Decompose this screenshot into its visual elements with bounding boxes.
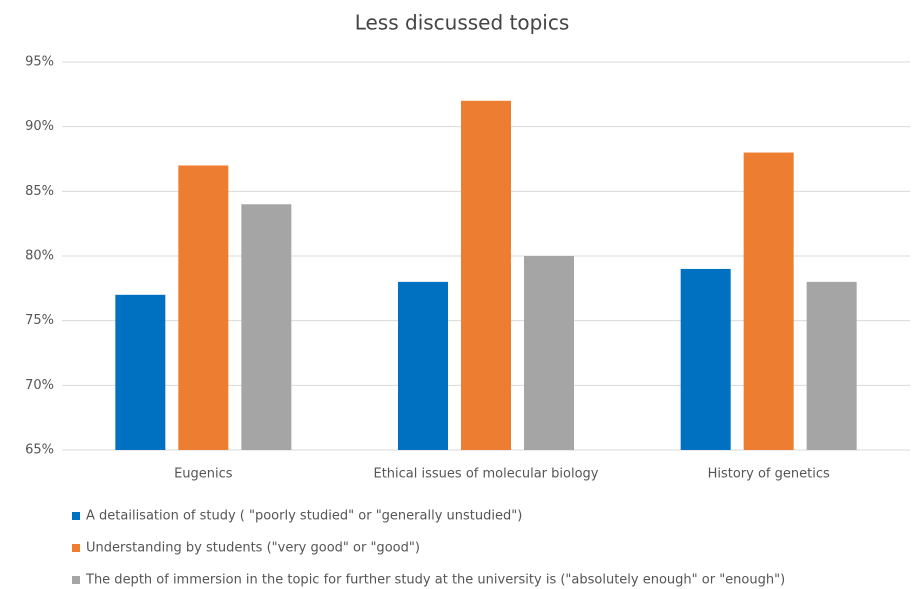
y-tick-label: 70% bbox=[25, 378, 54, 393]
y-tick-label: 65% bbox=[25, 443, 54, 458]
legend-label: A detailisation of study ( "poorly studi… bbox=[86, 509, 522, 524]
bar bbox=[178, 165, 229, 450]
x-tick-label: History of genetics bbox=[708, 467, 830, 482]
legend-label: Understanding by students ("very good" o… bbox=[86, 541, 420, 556]
bar bbox=[743, 152, 794, 451]
bar bbox=[398, 281, 448, 450]
bar bbox=[680, 268, 731, 450]
x-tick-label: Ethical issues of molecular biology bbox=[374, 467, 599, 482]
bar bbox=[461, 100, 511, 451]
chart-title: Less discussed topics bbox=[355, 11, 570, 35]
bar bbox=[115, 294, 166, 450]
y-tick-label: 80% bbox=[25, 249, 54, 264]
y-tick-label: 95% bbox=[25, 55, 54, 70]
legend-swatch bbox=[72, 512, 80, 520]
y-tick-label: 90% bbox=[25, 119, 54, 134]
bar bbox=[241, 204, 292, 450]
bar bbox=[806, 281, 857, 450]
legend-swatch bbox=[72, 576, 80, 584]
legend-swatch bbox=[72, 544, 80, 552]
y-tick-label: 85% bbox=[25, 184, 54, 199]
x-tick-label: Eugenics bbox=[174, 467, 233, 482]
y-tick-label: 75% bbox=[25, 313, 54, 328]
bar bbox=[524, 256, 574, 450]
legend-label: The depth of immersion in the topic for … bbox=[85, 573, 785, 588]
